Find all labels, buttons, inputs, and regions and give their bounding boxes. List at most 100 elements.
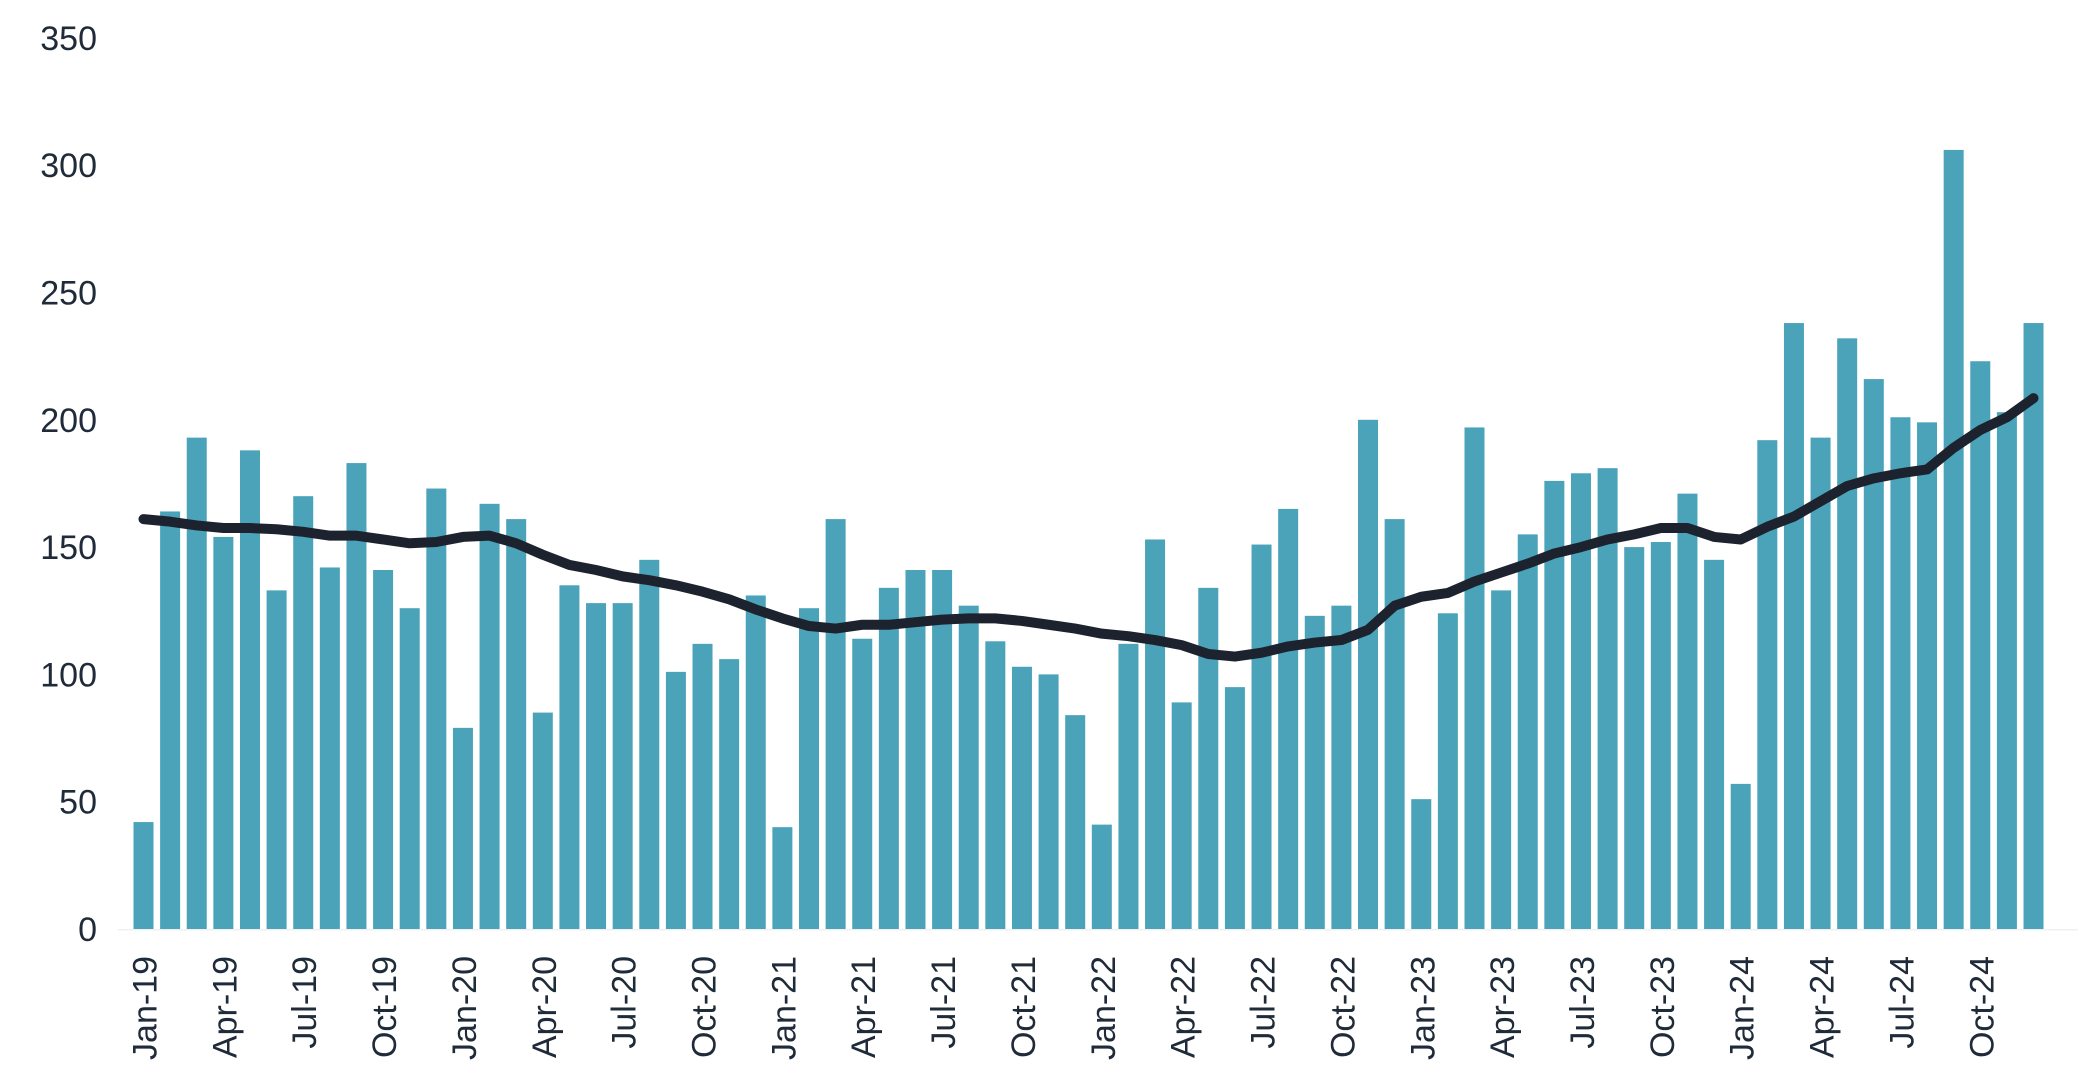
bar-mar-22 — [1145, 539, 1166, 929]
bar-oct-19 — [373, 570, 394, 929]
bar-jul-19 — [293, 496, 314, 929]
bar-may-22 — [1198, 587, 1219, 929]
bar-aug-23 — [1597, 468, 1618, 929]
bar-sep-22 — [1304, 615, 1325, 929]
bar-oct-23 — [1650, 542, 1671, 929]
x-tick-label: Oct-22 — [1324, 956, 1362, 1058]
bar-feb-20 — [479, 503, 500, 929]
bar-may-21 — [878, 587, 899, 929]
bar-nov-21 — [1038, 674, 1059, 929]
bar-may-24 — [1837, 338, 1858, 929]
y-tick-label: 150 — [40, 529, 97, 567]
bar-sep-21 — [985, 641, 1006, 929]
bar-jul-21 — [932, 570, 953, 929]
x-tick-label: Jul-24 — [1883, 956, 1921, 1049]
x-tick-label: Jan-20 — [446, 956, 484, 1060]
bar-apr-23 — [1491, 590, 1512, 929]
x-tick-label: Apr-19 — [206, 956, 244, 1058]
bar-jun-20 — [586, 603, 607, 929]
bar-jun-22 — [1224, 687, 1245, 929]
bar-jun-23 — [1544, 480, 1565, 929]
bar-aug-21 — [958, 605, 979, 929]
bar-dec-23 — [1704, 559, 1725, 929]
x-tick-label: Oct-21 — [1005, 956, 1043, 1058]
bar-mar-21 — [825, 519, 846, 929]
bar-apr-22 — [1171, 702, 1192, 929]
x-tick-label: Jan-21 — [765, 956, 803, 1060]
bar-aug-19 — [319, 567, 340, 929]
bar-sep-20 — [665, 671, 686, 929]
bar-feb-24 — [1757, 440, 1778, 929]
bar-jun-24 — [1863, 379, 1884, 930]
y-tick-label: 50 — [59, 784, 97, 822]
bar-jul-24 — [1890, 417, 1911, 929]
y-tick-label: 250 — [40, 275, 97, 313]
x-tick-label: Jul-23 — [1564, 956, 1602, 1049]
x-tick-label: Oct-23 — [1644, 956, 1682, 1058]
bar-jan-19 — [133, 822, 154, 929]
bar-jul-20 — [612, 603, 633, 929]
bar-jan-21 — [772, 827, 793, 929]
bar-apr-21 — [852, 638, 873, 929]
bar-feb-19 — [160, 511, 181, 929]
bar-sep-19 — [346, 463, 367, 929]
bar-jun-21 — [905, 570, 926, 929]
bar-jan-24 — [1730, 783, 1751, 929]
bar-nov-24 — [1996, 412, 2017, 929]
x-tick-label: Jul-20 — [606, 956, 644, 1049]
bar-feb-22 — [1118, 643, 1139, 929]
bar-aug-24 — [1917, 422, 1938, 929]
bar-jan-23 — [1411, 799, 1432, 929]
trend-line — [138, 393, 2039, 662]
bar-dec-21 — [1065, 715, 1086, 929]
bar-nov-23 — [1677, 493, 1698, 929]
bar-jan-20 — [452, 727, 473, 929]
bar-mar-20 — [506, 519, 527, 929]
x-tick-label: Apr-20 — [526, 956, 564, 1058]
bar-feb-23 — [1437, 613, 1458, 929]
bar-may-20 — [559, 585, 580, 929]
bar-dec-20 — [745, 595, 766, 929]
bar-mar-24 — [1783, 323, 1804, 929]
bar-oct-20 — [692, 643, 713, 929]
bar-nov-19 — [399, 608, 420, 929]
x-tick-label: Jan-23 — [1404, 956, 1442, 1060]
bar-aug-20 — [639, 559, 660, 929]
bar-sep-24 — [1943, 149, 1964, 929]
x-tick-label: Oct-19 — [366, 956, 404, 1058]
bar-apr-19 — [213, 536, 234, 929]
y-tick-label: 300 — [40, 147, 97, 185]
y-tick-label: 350 — [40, 20, 97, 58]
x-tick-label: Jul-22 — [1245, 956, 1283, 1049]
bar-apr-20 — [532, 712, 553, 929]
bar-oct-21 — [1011, 666, 1032, 929]
bar-aug-22 — [1278, 508, 1299, 929]
bar-nov-22 — [1358, 419, 1379, 929]
bar-apr-24 — [1810, 437, 1831, 929]
x-tick-label: Apr-23 — [1484, 956, 1522, 1058]
bar-jun-19 — [266, 590, 287, 929]
x-tick-label: Apr-21 — [845, 956, 883, 1058]
bar-dec-19 — [426, 488, 447, 929]
bar-oct-22 — [1331, 605, 1352, 929]
bar-jan-22 — [1091, 824, 1112, 929]
x-tick-label: Jul-21 — [925, 956, 963, 1049]
bar-sep-23 — [1624, 547, 1645, 929]
bar-dec-24 — [2023, 323, 2044, 929]
x-tick-label: Oct-24 — [1963, 956, 2001, 1058]
bar-jul-22 — [1251, 544, 1272, 929]
x-tick-label: Oct-20 — [686, 956, 724, 1058]
bar-mar-23 — [1464, 427, 1485, 929]
x-tick-label: Jan-22 — [1085, 956, 1123, 1060]
bar-feb-21 — [799, 608, 819, 929]
bar-nov-20 — [719, 659, 740, 929]
x-tick-label: Apr-24 — [1804, 956, 1842, 1058]
y-tick-label: 0 — [78, 911, 97, 949]
bar-jul-23 — [1570, 473, 1591, 929]
bar-oct-24 — [1970, 361, 1991, 929]
x-axis-line — [118, 929, 2078, 931]
bar-may-23 — [1517, 534, 1538, 929]
x-tick-label: Jan-19 — [127, 956, 165, 1060]
